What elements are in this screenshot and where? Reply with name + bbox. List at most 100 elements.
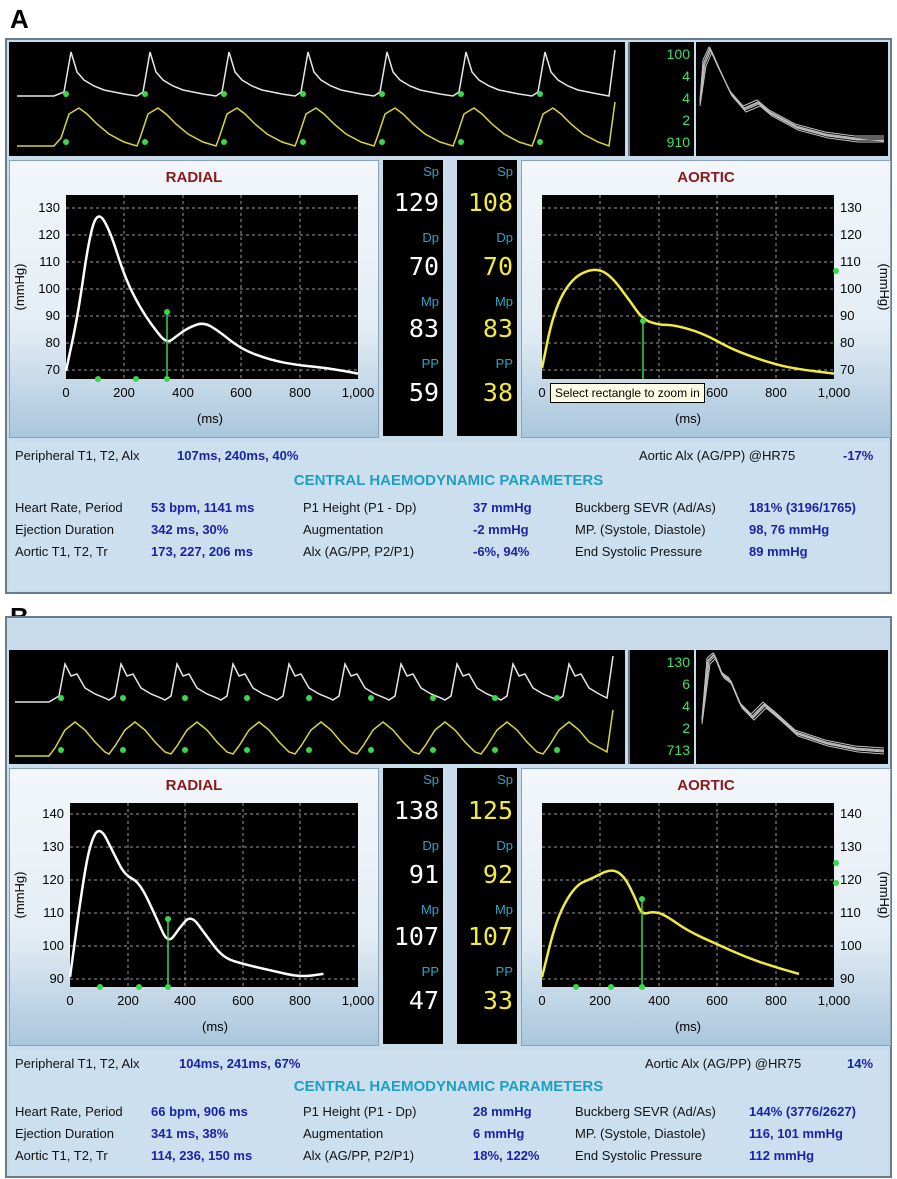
param-label: Heart Rate, Period [15, 500, 123, 515]
strip-marker [244, 695, 250, 701]
x-tick-label: 1,000 [342, 993, 375, 1008]
strip-marker [379, 139, 385, 145]
aortic-chart-panel[interactable]: AORTIC 130 120 110 100 90 [521, 160, 892, 439]
x-tick-label: 800 [289, 993, 311, 1008]
pulse-overlay-svg [699, 45, 885, 143]
y-tick-label: 110 [840, 905, 861, 920]
y-tick-label: 120 [840, 227, 862, 242]
strip-marker [221, 91, 227, 97]
param-value: 89 mmHg [749, 544, 808, 559]
radial-strip-trace [15, 655, 614, 703]
param-label: MP. (Systole, Diastole) [575, 522, 706, 537]
strip-marker [537, 139, 543, 145]
y-tick-label: 140 [840, 806, 862, 821]
strip-marker [458, 139, 464, 145]
x-tick-label: 200 [113, 385, 135, 400]
axis-marker [833, 268, 839, 274]
param-value: 144% (3776/2627) [749, 1104, 856, 1119]
y-tick-label: 110 [39, 254, 60, 269]
radial-sp-value: 129 [393, 188, 439, 217]
analysis-panel-b: 130 6 4 2 713 RADIAL [5, 616, 892, 1178]
overlay-trace [701, 655, 885, 753]
aortic-dp-value: 70 [482, 252, 513, 281]
radial-x-ticks: 0 200 400 600 800 1,000 [66, 993, 374, 1008]
aortic-dp-value: 92 [482, 860, 513, 889]
axis-marker [833, 880, 839, 886]
aortic-chart-svg[interactable]: 130 120 110 100 90 80 70 (mmHg) 0 200 40… [522, 161, 892, 439]
parameters-panel: Peripheral T1, T2, Alx 104ms, 241ms, 67%… [9, 1050, 888, 1176]
y-tick-label: 120 [38, 227, 60, 242]
aortic-x-ticks: 0 200 400 600 800 1,000 [538, 385, 850, 400]
x-tick-label: 0 [62, 385, 69, 400]
aortic-chart-svg[interactable]: 140 130 120 110 100 90 (mmHg) 0 200 400 … [522, 769, 892, 1047]
radial-y-ticks: 130 120 110 100 90 80 70 [38, 200, 60, 377]
x-tick-label: 1,000 [818, 993, 851, 1008]
x-tick-label: 600 [706, 993, 728, 1008]
strip-marker [120, 747, 126, 753]
y-tick-label: 100 [42, 938, 64, 953]
radial-chart-title: RADIAL [165, 169, 223, 186]
x-tick-label: 0 [538, 993, 545, 1008]
radial-mp-value: 83 [408, 314, 439, 343]
param-value: 173, 227, 206 ms [151, 544, 253, 559]
t2-marker [165, 984, 171, 990]
plot-area[interactable] [70, 803, 358, 987]
overlay-stat: 4 [682, 90, 690, 106]
aortic-alx-label: Aortic Alx (AG/PP) @HR75 [639, 448, 796, 463]
peripheral-label: Peripheral T1, T2, Alx [15, 448, 140, 463]
aortic-x-axis-label: (ms) [675, 1019, 701, 1034]
aortic-x-axis-label: (ms) [675, 411, 701, 426]
param-value: 112 mmHg [749, 1148, 815, 1163]
aortic-chart-title: AORTIC [677, 777, 735, 794]
dp-label: Dp [422, 230, 439, 245]
peripheral-label: Peripheral T1, T2, Alx [15, 1056, 140, 1071]
aortic-strip-trace [17, 101, 616, 148]
t2-marker [164, 376, 170, 382]
y-tick-label: 100 [38, 281, 60, 296]
plot-area[interactable] [542, 803, 834, 987]
strip-marker [492, 695, 498, 701]
radial-chart-panel[interactable]: RADIAL (mmHg) 140 130 120 110 1 [9, 768, 379, 1046]
param-label: Alx (AG/PP, P2/P1) [303, 544, 415, 559]
waveform-strip [9, 650, 625, 764]
x-tick-label: 600 [230, 385, 252, 400]
strip-marker [368, 695, 374, 701]
parameters-panel: Peripheral T1, T2, Alx 107ms, 240ms, 40%… [9, 442, 888, 590]
strip-marker [63, 91, 69, 97]
x-tick-label: 400 [174, 993, 196, 1008]
plot-area[interactable] [66, 195, 358, 379]
param-label: Alx (AG/PP, P2/P1) [303, 1148, 415, 1163]
aortic-chart-panel[interactable]: AORTIC 140 130 120 110 100 90 [521, 768, 892, 1047]
param-value: 181% (3196/1765) [749, 500, 856, 515]
param-value: -2 mmHg [473, 522, 529, 537]
radial-values-column: Sp 138 Dp 91 Mp 107 PP 47 [383, 768, 443, 1044]
dp-label: Dp [422, 838, 439, 853]
y-tick-label: 70 [840, 362, 854, 377]
radial-chart-svg[interactable]: (mmHg) 130 120 110 100 90 80 70 0 200 40… [10, 161, 380, 439]
overlay-stat: 2 [682, 112, 690, 128]
overlay-trace [699, 47, 885, 142]
radial-chart-svg[interactable]: (mmHg) 140 130 120 110 100 90 0 200 400 … [10, 769, 380, 1047]
aortic-mp-value: 83 [482, 314, 513, 343]
y-tick-label: 90 [840, 971, 854, 986]
y-tick-label: 110 [43, 905, 64, 920]
aortic-y-ticks: 140 130 120 110 100 90 [840, 806, 862, 986]
time-marker [136, 984, 142, 990]
y-tick-label: 70 [46, 362, 60, 377]
strip-marker [142, 139, 148, 145]
y-tick-label: 90 [840, 308, 854, 323]
overlay-stat: 910 [666, 134, 690, 150]
param-value: 6 mmHg [473, 1126, 525, 1141]
aortic-chart-title: AORTIC [677, 169, 735, 186]
waveform-strip-svg [15, 655, 614, 757]
param-label: Ejection Duration [15, 1126, 114, 1141]
radial-chart-panel[interactable]: RADIAL (mmHg) 130 120 110 100 [9, 160, 379, 438]
waveform-strip-svg [17, 49, 616, 148]
strip-marker [430, 747, 436, 753]
t2-marker [639, 896, 645, 902]
x-tick-label: 400 [648, 993, 670, 1008]
y-tick-label: 100 [840, 938, 862, 953]
y-tick-label: 100 [840, 281, 862, 296]
plot-area[interactable] [542, 195, 834, 379]
radial-x-axis-label: (ms) [202, 1019, 228, 1034]
